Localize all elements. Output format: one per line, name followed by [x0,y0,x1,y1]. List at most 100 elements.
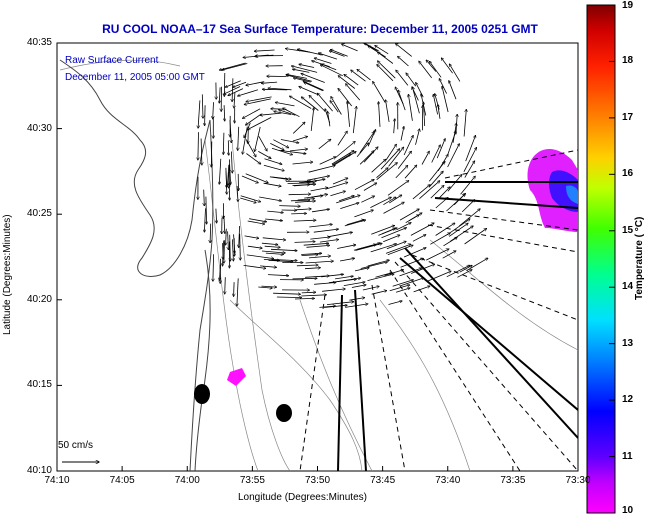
current-vector [248,117,272,129]
current-vector [234,92,235,108]
current-vector [416,83,424,98]
current-vector [421,94,427,116]
current-vector [395,166,408,179]
current-vector [262,237,286,240]
current-vector [223,243,224,259]
colorbar-tick-label: 11 [622,450,633,462]
current-vector [263,259,280,260]
current-vector [243,108,261,119]
current-vector [343,282,365,286]
current-vector [337,131,347,146]
current-vector [426,249,449,261]
overlay-label-1: Raw Surface Current [65,55,159,66]
current-vector [261,243,278,244]
current-vector [313,229,339,233]
current-vector [267,210,283,213]
current-vector [383,235,400,243]
current-vector [429,61,442,78]
current-vector [276,297,302,298]
current-vector [421,151,429,165]
current-vector [359,132,375,154]
current-vector [224,215,225,234]
current-vector [395,288,410,293]
colorbar-tick-label: 12 [622,394,634,406]
current-vector [198,100,201,128]
sst-patch-nearshore [227,368,246,386]
current-vector [255,126,261,151]
current-vector [287,183,315,184]
current-vector [299,64,315,68]
current-vector [346,220,364,226]
sst-patch-offshore-cold [549,170,578,212]
current-vector [286,75,312,82]
current-vector [328,279,357,284]
current-vector [370,197,391,208]
current-vector [383,197,396,206]
current-vector [202,94,203,118]
current-vector [339,196,354,202]
current-vector [367,130,375,147]
current-vector [219,87,220,103]
current-vector [359,151,374,165]
current-vector [446,265,470,278]
current-vector [293,184,316,187]
x-tick-label: 74:00 [174,475,200,486]
current-vector [247,220,265,224]
colorbar-tick-label: 19 [622,0,634,11]
colorbar-tick-label: 14 [622,281,634,293]
current-vector [317,93,333,112]
current-vector [354,210,373,218]
current-vector [232,78,233,101]
current-vector [461,200,475,213]
current-vector [360,262,388,269]
current-vector [230,120,231,143]
current-vector [396,44,412,57]
current-vector [342,44,358,52]
colorbar-ticks [609,4,615,514]
current-vector [246,254,274,259]
current-vector [408,94,413,121]
current-vector [400,258,424,268]
current-vector [263,164,284,171]
current-vector [375,46,389,55]
current-vector [262,82,278,83]
current-vector [210,223,211,243]
current-vector [346,84,361,101]
current-vector [388,301,403,305]
current-vector [232,239,233,261]
current-vector [354,180,374,191]
current-vector [466,258,488,271]
current-vector [240,197,256,203]
current-vector [219,158,222,184]
current-vector [430,233,450,245]
current-vector [310,188,328,192]
current-vector [363,147,378,163]
current-vector [330,191,345,197]
current-vector [303,81,324,91]
current-vector [304,268,320,269]
current-vector [264,246,280,247]
current-vector [271,259,297,260]
current-vector [357,69,371,81]
current-vector [344,75,359,86]
current-vector [449,81,457,100]
current-vector [439,79,447,94]
current-vector [345,304,368,308]
current-vector [399,209,419,221]
current-vector [268,259,293,261]
current-vector [228,231,229,249]
current-vector [331,50,348,57]
colorbar-tick-label: 16 [622,168,634,180]
colorbar-tick-label: 17 [622,111,634,123]
current-vector [379,102,381,127]
current-vector [204,208,205,232]
map-layer [59,43,578,471]
current-vector [385,244,411,254]
current-vector [404,165,417,179]
current-vector [301,292,316,293]
current-vector [198,132,199,160]
current-vector [431,145,441,163]
current-vector [442,251,456,259]
current-vector [265,218,282,221]
